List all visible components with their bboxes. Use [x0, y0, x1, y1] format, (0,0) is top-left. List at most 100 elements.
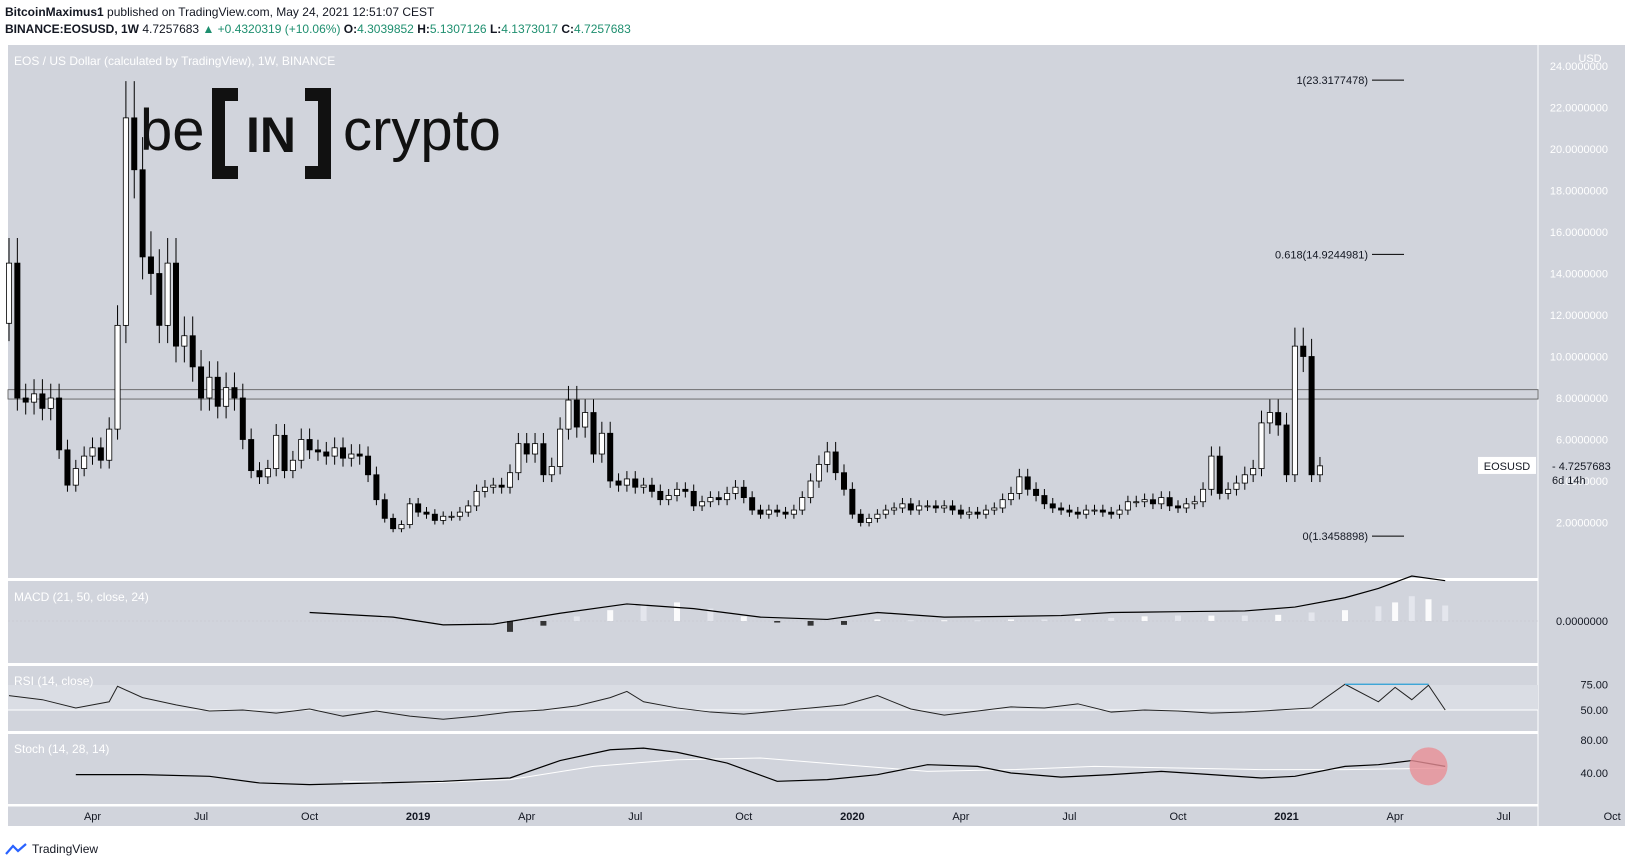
candle: [156, 249, 163, 344]
candle: [1124, 495, 1131, 515]
candle: [181, 316, 188, 363]
last-price-tag[interactable]: EOSUSD - 4.7257683 6d 14h: [1478, 456, 1611, 487]
candle-body: [1066, 509, 1073, 513]
candle-body: [565, 399, 572, 430]
macd-histogram-bar: [907, 620, 914, 622]
candle-body: [657, 490, 664, 501]
candle-body: [356, 453, 363, 457]
candle: [974, 506, 981, 519]
footer: TradingView: [5, 842, 98, 856]
candle-body: [1275, 412, 1282, 426]
candle-body: [198, 366, 205, 399]
candle: [331, 437, 338, 465]
candle: [1291, 327, 1298, 483]
macd-title: MACD (21, 50, close, 24): [14, 590, 149, 604]
macd-tick-label: 0.0000000: [1556, 616, 1608, 628]
candle: [565, 385, 572, 440]
candle: [724, 486, 731, 506]
price-tick-label: 18.0000000: [1550, 186, 1608, 198]
fib-level-label: 1(23.3177478): [1296, 75, 1368, 87]
candle: [281, 424, 288, 479]
price-pane[interactable]: [8, 45, 1538, 578]
candle-body: [1291, 345, 1298, 476]
candle-body: [774, 509, 781, 513]
candle-body: [540, 443, 547, 476]
time-axis[interactable]: [8, 806, 1538, 826]
candle-body: [339, 447, 346, 459]
candle-body: [31, 393, 38, 403]
candle-body: [1258, 422, 1265, 469]
candle-body: [456, 511, 463, 517]
candle: [273, 424, 280, 477]
macd-histogram-bar: [1425, 599, 1432, 621]
price-axis[interactable]: [1538, 45, 1625, 826]
candle: [56, 383, 63, 459]
candle-body: [139, 169, 146, 258]
macd-indicator: 0.0000000: [8, 575, 1608, 632]
candle: [573, 385, 580, 438]
candle-body: [740, 486, 747, 499]
candle-body: [415, 503, 422, 513]
candle: [665, 489, 672, 506]
candle-body: [924, 505, 931, 508]
candle: [615, 473, 622, 492]
candle-body: [523, 443, 530, 455]
candle: [966, 506, 973, 519]
candle-body: [974, 511, 981, 515]
candle-body: [532, 443, 539, 455]
candle-body: [1016, 476, 1023, 494]
time-axis-label: 2019: [406, 811, 430, 823]
candle-body: [824, 451, 831, 465]
stoch-k-line: [75, 747, 1446, 786]
candle: [440, 511, 447, 525]
rsi-title: RSI (14, close): [14, 674, 93, 688]
candle-body: [6, 262, 12, 324]
candle-body: [1049, 503, 1056, 509]
candle: [381, 493, 388, 523]
macd-histogram-bar: [1375, 606, 1382, 621]
stoch-indicator: 40.00 80.00: [75, 735, 1608, 786]
symbol-label: BINANCE:EOSUSD, 1W: [5, 22, 140, 36]
candle-body: [64, 449, 71, 486]
price-pane-title: EOS / US Dollar (calculated by TradingVi…: [14, 54, 335, 68]
last-price-symbol-box: [1478, 456, 1536, 474]
publish-info: published on TradingView.com, May 24, 20…: [107, 5, 435, 19]
candle: [991, 502, 998, 515]
author-name[interactable]: BitcoinMaximus1: [5, 5, 104, 19]
rsi-band: [8, 685, 1538, 710]
candle-body: [632, 478, 639, 488]
candle: [6, 238, 12, 342]
macd-pane[interactable]: [8, 581, 1538, 663]
macd-histogram-bar: [573, 616, 580, 621]
candle-body: [189, 335, 196, 368]
candle-body: [465, 505, 472, 513]
macd-histogram-bar: [640, 603, 647, 621]
candles[interactable]: [6, 81, 1323, 533]
candle-body: [1008, 493, 1015, 501]
candle-body: [172, 262, 179, 347]
stoch-pane[interactable]: [8, 734, 1538, 804]
candle-body: [749, 497, 756, 511]
candle-body: [56, 397, 63, 451]
candle: [1191, 495, 1198, 510]
candle: [640, 477, 647, 494]
candle-body: [1191, 501, 1198, 505]
change-up-icon: ▲: [202, 22, 215, 36]
tradingview-brand[interactable]: TradingView: [32, 842, 99, 856]
candle-body: [1241, 474, 1248, 484]
candle-body: [1300, 345, 1307, 357]
candle-body: [757, 509, 764, 515]
candle-body: [515, 443, 522, 474]
macd-histogram-bar: [807, 621, 814, 626]
candle: [715, 491, 722, 506]
price-tick-label: 14.0000000: [1550, 269, 1608, 281]
macd-line: [309, 575, 1446, 626]
candle-body: [590, 412, 597, 455]
macd-histogram-bar: [1442, 605, 1449, 621]
candle-body: [72, 468, 79, 486]
candle-body: [348, 453, 355, 459]
candle: [423, 506, 430, 519]
candle-body: [1233, 482, 1240, 490]
candle-body: [498, 484, 505, 488]
